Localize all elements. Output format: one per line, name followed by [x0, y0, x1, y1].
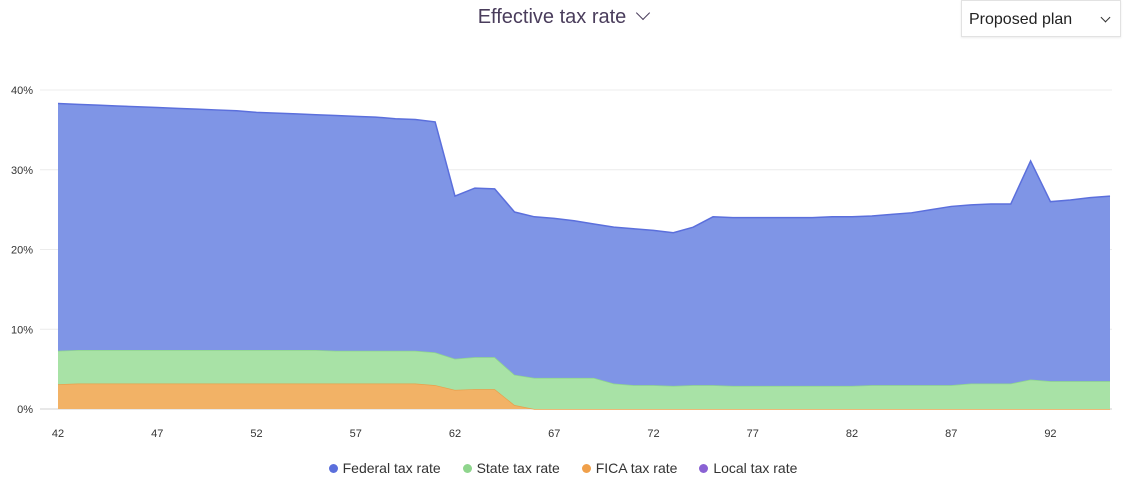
chart-title-dropdown[interactable]: Effective tax rate: [0, 5, 1126, 29]
legend-dot-icon: [328, 464, 338, 473]
legend-label: Local tax rate: [713, 460, 798, 476]
plan-select[interactable]: Proposed plan: [961, 0, 1121, 37]
legend-dot-icon: [699, 464, 709, 473]
y-tick-label: 20%: [11, 245, 33, 257]
x-tick-label: 67: [548, 428, 560, 440]
legend-label: Federal tax rate: [342, 460, 441, 476]
x-tick-label: 52: [250, 428, 262, 440]
area-fica-tax-rate: [58, 383, 1110, 409]
x-tick-label: 87: [945, 428, 957, 440]
y-tick-label: 30%: [11, 165, 33, 177]
legend-label: FICA tax rate: [595, 460, 678, 476]
legend-dot-icon: [581, 464, 591, 473]
x-tick-label: 92: [1044, 428, 1056, 440]
legend-item-fica[interactable]: FICA tax rate: [581, 460, 678, 476]
chart-legend: Federal tax rate State tax rate FICA tax…: [0, 460, 1126, 476]
x-tick-label: 72: [647, 428, 659, 440]
x-tick-label: 42: [52, 428, 64, 440]
legend-item-local[interactable]: Local tax rate: [699, 460, 797, 476]
plan-select-value: Proposed plan: [969, 11, 1073, 28]
x-tick-label: 62: [449, 428, 461, 440]
y-tick-label: 0%: [17, 404, 33, 416]
x-tick-label: 82: [846, 428, 858, 440]
y-tick-label: 40%: [11, 85, 33, 97]
legend-dot-icon: [462, 464, 472, 473]
legend-label: State tax rate: [476, 460, 560, 476]
y-tick-label: 10%: [11, 324, 33, 336]
line-federal-tax-rate: [57, 102, 1111, 234]
x-tick-label: 57: [350, 428, 362, 440]
x-tick-label: 47: [151, 428, 163, 440]
area-state-tax-rate: [58, 349, 1110, 409]
area-federal-tax-rate: [58, 103, 1110, 386]
legend-item-state[interactable]: State tax rate: [462, 460, 560, 476]
x-tick-label: 77: [747, 428, 759, 440]
legend-item-federal[interactable]: Federal tax rate: [328, 460, 441, 476]
chart-title: Effective tax rate: [477, 6, 627, 28]
